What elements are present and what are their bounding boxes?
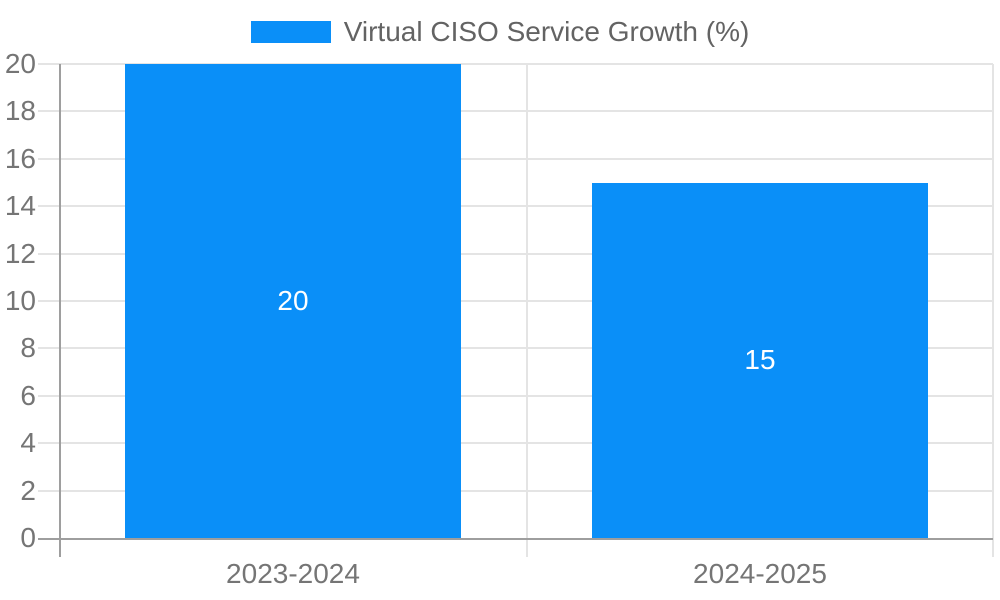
y-tick-label: 4 [20,427,36,458]
legend-series-label: Virtual CISO Service Growth (%) [343,16,750,47]
gridline [38,110,993,112]
y-tick-label: 10 [4,285,36,316]
chart-legend: Virtual CISO Service Growth (%) [0,17,1000,47]
gridline [38,490,993,492]
gridline [38,347,993,349]
y-tick-label: 20 [4,48,36,79]
y-tick-label: 8 [20,332,36,363]
gridline [38,253,993,255]
x-category-label: 2023-2024 [226,558,360,589]
bar [592,183,928,539]
y-tick-label: 2 [20,475,36,506]
gridline [38,442,993,444]
gridline [38,63,993,65]
y-tick-label: 0 [20,522,36,553]
bar-value-label: 20 [277,285,309,316]
gridline [38,300,993,302]
y-tick-label: 14 [4,190,36,221]
y-axis-line [59,64,61,557]
category-divider [526,64,528,557]
bar [125,64,461,538]
y-tick-label: 16 [4,143,36,174]
x-axis-line [38,538,993,540]
x-category-label: 2024-2025 [693,558,827,589]
y-tick-label: 12 [4,238,36,269]
legend-color-swatch [250,21,331,43]
y-tick-label: 6 [20,380,36,411]
gridline [38,205,993,207]
category-divider [992,64,994,557]
y-tick-label: 18 [4,95,36,126]
gridline [38,395,993,397]
gridline [38,158,993,160]
bar-value-label: 15 [744,344,776,375]
